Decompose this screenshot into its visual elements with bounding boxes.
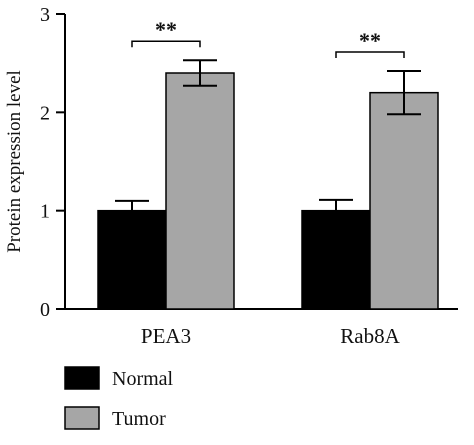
y-tick-label: 2 — [40, 102, 50, 124]
legend-swatch-normal — [64, 366, 100, 390]
legend-label-tumor: Tumor — [112, 408, 166, 430]
legend: Normal Tumor — [64, 366, 174, 430]
significance-label: ** — [155, 17, 177, 42]
legend-swatch-tumor — [64, 406, 100, 430]
axes: 0 1 2 3 Protein expression level PEA3 Rab8A — [4, 4, 458, 348]
error-bars — [115, 59, 421, 223]
bar-rab8a-normal — [301, 209, 371, 310]
x-tick-label: PEA3 — [141, 324, 191, 348]
y-tick-label: 3 — [40, 4, 50, 26]
y-tick-label: 1 — [40, 201, 50, 223]
bar-pea3-tumor — [165, 72, 235, 310]
significance-annotations: ** ** — [131, 17, 405, 59]
bars — [97, 72, 439, 310]
y-tick-label: 0 — [40, 299, 50, 321]
significance-label: ** — [359, 28, 381, 53]
bar-rab8a-tumor — [369, 91, 439, 310]
x-tick-label: Rab8A — [340, 324, 400, 348]
significance-bracket — [131, 40, 201, 48]
y-axis-label: Protein expression level — [4, 70, 25, 253]
legend-label-normal: Normal — [112, 368, 174, 390]
significance-bracket — [335, 51, 405, 59]
bar-pea3-normal — [97, 209, 167, 310]
